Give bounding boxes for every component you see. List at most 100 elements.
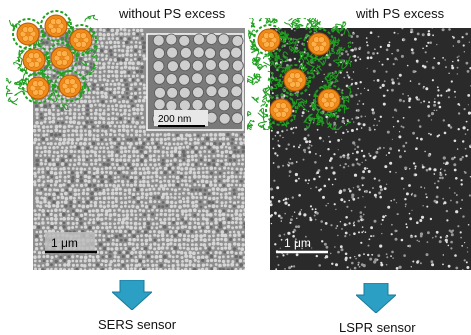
sem-particle (155, 167, 159, 171)
sem-particle (55, 176, 59, 180)
sem-particle (171, 217, 176, 221)
sem-particle (128, 233, 131, 237)
sem-particle (465, 61, 469, 65)
sem-particle (163, 137, 167, 141)
sem-particle (90, 162, 94, 166)
sem-particle (88, 137, 92, 141)
sem-particle (118, 229, 123, 234)
sem-particle (123, 74, 127, 78)
sem-particle (96, 87, 100, 91)
sem-particle (188, 133, 192, 138)
sem-particle (243, 217, 245, 222)
sem-particle (159, 250, 163, 254)
sem-particle (173, 162, 177, 166)
sem-particle (288, 162, 291, 165)
sem-particle (69, 103, 73, 107)
sem-particle (308, 144, 311, 146)
sem-particle (379, 45, 382, 48)
sem-particle (119, 70, 124, 75)
sem-particle (398, 131, 401, 133)
sem-particle (237, 195, 241, 199)
polymer-chain (274, 54, 284, 67)
sem-particle (96, 267, 100, 270)
sem-particle (143, 95, 147, 100)
sem-particle (155, 260, 159, 263)
polymer-chain (277, 66, 292, 74)
sem-particle (212, 145, 216, 149)
sem-particle (70, 179, 75, 183)
right-scale-label: 1 μm (284, 236, 311, 250)
sem-particle (145, 145, 149, 149)
sem-particle (134, 250, 138, 254)
sem-particle (408, 244, 412, 248)
sem-particle (192, 174, 197, 179)
sem-particle (374, 118, 376, 120)
sem-particle (397, 77, 399, 80)
sem-particle (414, 167, 417, 170)
sem-particle (468, 194, 471, 197)
sem-particle (372, 69, 376, 73)
sem-particle (453, 156, 456, 159)
sem-particle (186, 204, 190, 208)
sem-particle (350, 209, 353, 212)
sem-particle (391, 53, 393, 55)
sem-particle (125, 49, 130, 53)
sem-particle (77, 65, 82, 70)
sem-particle (111, 196, 115, 200)
sem-particle (88, 268, 92, 270)
sem-particle (138, 222, 141, 226)
sem-particle (442, 119, 445, 122)
inset-particle-layer (152, 33, 244, 125)
sem-particle (224, 158, 228, 162)
sem-particle (93, 200, 98, 205)
sem-particle (362, 123, 366, 127)
sem-particle (137, 263, 142, 267)
sem-particle (372, 187, 374, 189)
sem-particle (362, 154, 366, 158)
sem-particle (100, 179, 105, 184)
sem-particle (138, 133, 142, 137)
sem-particle (237, 233, 241, 237)
sem-particle (295, 126, 298, 129)
sem-particle (78, 112, 81, 116)
sem-particle (159, 133, 162, 136)
polymer-chain (290, 48, 301, 54)
sem-particle (228, 146, 232, 150)
sem-particle (49, 179, 53, 183)
sem-particle (101, 125, 105, 129)
sem-particle (73, 154, 76, 158)
sem-particle (82, 188, 86, 192)
sem-particle (328, 63, 332, 67)
sem-particle (354, 256, 356, 258)
sem-particle (62, 166, 66, 171)
sem-particle (67, 179, 71, 184)
sem-particle (130, 99, 133, 103)
sem-particle (194, 243, 198, 247)
sem-particle (131, 192, 136, 197)
sem-particle (234, 251, 238, 255)
sem-particle (302, 158, 305, 161)
sem-particle (235, 179, 239, 183)
sem-particle (159, 141, 163, 145)
sem-particle (402, 93, 404, 95)
sem-particle (108, 225, 112, 229)
sem-particle (152, 187, 156, 191)
sem-particle (460, 207, 462, 210)
sem-particle (418, 240, 420, 243)
sem-particle (64, 191, 68, 196)
sem-particle (153, 163, 157, 167)
sem-particle (102, 146, 106, 150)
sem-particle (360, 241, 363, 244)
sem-particle (439, 173, 443, 177)
sem-particle (416, 32, 420, 36)
sem-particle (66, 262, 71, 267)
sem-particle (131, 247, 136, 251)
sem-particle (140, 104, 144, 108)
sem-particle (447, 244, 450, 247)
sem-particle (101, 133, 104, 137)
sem-particle (354, 148, 356, 150)
sem-particle (59, 255, 63, 259)
sem-particle (189, 137, 193, 142)
sem-particle (427, 154, 431, 157)
sem-particle (358, 265, 361, 268)
